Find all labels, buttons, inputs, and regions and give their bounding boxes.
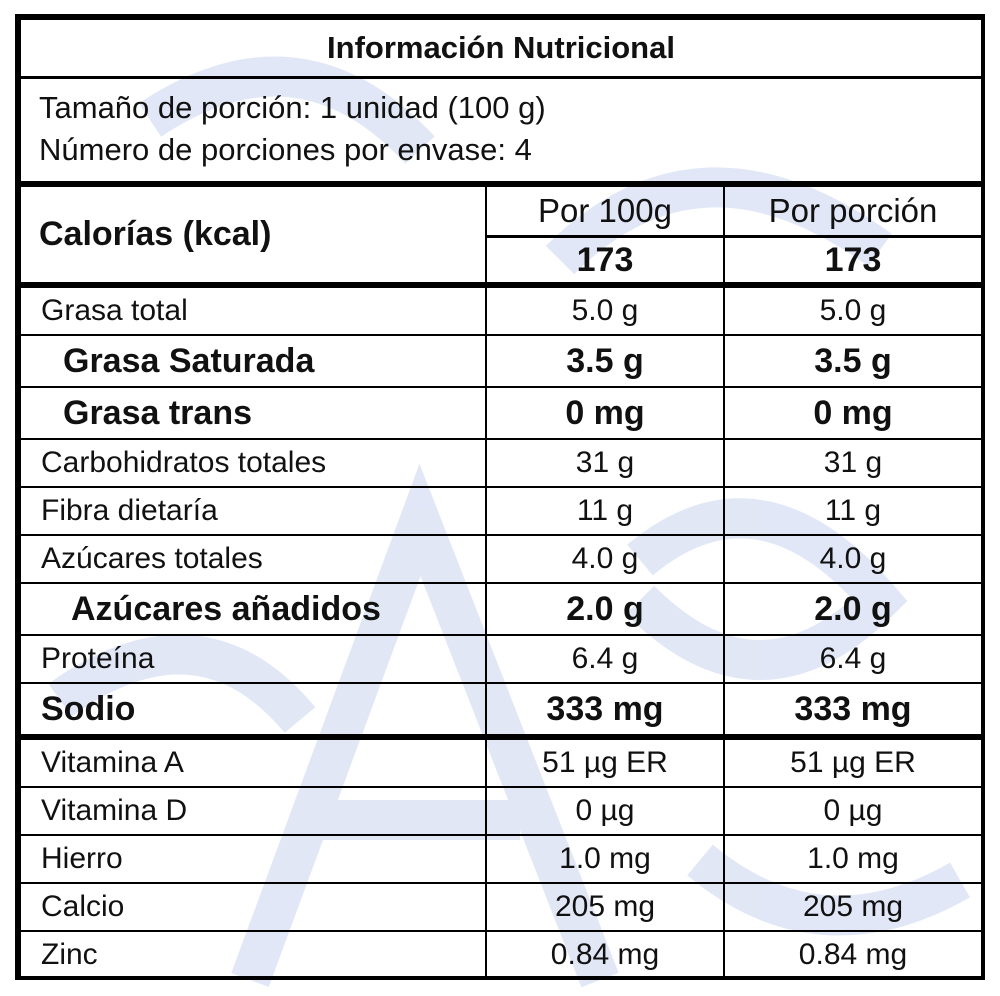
nutrient-value-per-serving: 333 mg [723,682,983,740]
table-row: Azúcares totales 4.0 g 4.0 g [19,534,983,584]
nutrient-name: Zinc [19,930,487,980]
table-row: Calcio 205 mg 205 mg [19,882,983,932]
nutrition-table: Información Nutricional Tamaño de porció… [19,18,983,980]
nutrient-value-per-serving: 51 µg ER [723,736,983,788]
nutrient-value-per-100g: 0 µg [485,786,725,836]
serving-info: Tamaño de porción: 1 unidad (100 g) Núme… [19,76,983,187]
nutrient-name: Vitamina D [19,786,487,836]
nutrient-value-per-serving: 6.4 g [723,634,983,684]
nutrient-name: Grasa total [19,284,487,336]
nutrient-name: Fibra dietaría [19,486,487,536]
nutrient-value-per-100g: 0 mg [485,386,725,440]
table-row: Hierro 1.0 mg 1.0 mg [19,834,983,884]
nutrient-value-per-serving: 3.5 g [723,334,983,388]
table-row: Sodio 333 mg 333 mg [19,682,983,740]
table-row: Carbohidratos totales 31 g 31 g [19,438,983,488]
nutrient-value-per-serving: 2.0 g [723,582,983,636]
column-header-per-serving: Por porción [723,183,983,238]
nutrient-value-per-serving: 11 g [723,486,983,536]
table-row: Fibra dietaría 11 g 11 g [19,486,983,536]
nutrient-name: Azúcares añadidos [19,582,487,636]
nutrient-value-per-100g: 31 g [485,438,725,488]
nutrient-name: Proteína [19,634,487,684]
column-header-per-100g: Por 100g [485,183,725,238]
calories-label: Calorías (kcal) [19,183,487,288]
panel-title: Información Nutricional [19,18,983,79]
nutrient-value-per-100g: 205 mg [485,882,725,932]
nutrient-name: Grasa Saturada [19,334,487,388]
table-row: Zinc 0.84 mg 0.84 mg [19,930,983,980]
calories-per-100g: 173 [485,235,725,288]
nutrient-value-per-serving: 1.0 mg [723,834,983,884]
table-row: Vitamina A 51 µg ER 51 µg ER [19,736,983,788]
nutrient-name: Carbohidratos totales [19,438,487,488]
calories-per-serving: 173 [723,235,983,288]
table-row: Grasa total 5.0 g 5.0 g [19,284,983,336]
nutrient-value-per-100g: 1.0 mg [485,834,725,884]
nutrient-name: Grasa trans [19,386,487,440]
nutrient-value-per-100g: 0.84 mg [485,930,725,980]
table-row: Azúcares añadidos 2.0 g 2.0 g [19,582,983,636]
nutrition-facts-panel: Información Nutricional Tamaño de porció… [15,14,985,980]
nutrient-value-per-100g: 11 g [485,486,725,536]
nutrient-value-per-100g: 4.0 g [485,534,725,584]
nutrient-value-per-100g: 333 mg [485,682,725,740]
nutrient-name: Azúcares totales [19,534,487,584]
table-row: Grasa Saturada 3.5 g 3.5 g [19,334,983,388]
nutrient-name: Calcio [19,882,487,932]
nutrient-value-per-serving: 205 mg [723,882,983,932]
nutrient-value-per-serving: 0.84 mg [723,930,983,980]
nutrient-name: Hierro [19,834,487,884]
nutrient-value-per-100g: 6.4 g [485,634,725,684]
nutrient-value-per-serving: 4.0 g [723,534,983,584]
nutrient-name: Sodio [19,682,487,740]
nutrient-value-per-100g: 5.0 g [485,284,725,336]
nutrient-value-per-serving: 5.0 g [723,284,983,336]
serving-size: Tamaño de porción: 1 unidad (100 g) [39,90,546,125]
nutrient-value-per-100g: 2.0 g [485,582,725,636]
table-row: Proteína 6.4 g 6.4 g [19,634,983,684]
nutrient-value-per-100g: 51 µg ER [485,736,725,788]
nutrient-value-per-serving: 0 mg [723,386,983,440]
table-row: Grasa trans 0 mg 0 mg [19,386,983,440]
nutrient-value-per-serving: 31 g [723,438,983,488]
servings-per-container: Número de porciones por envase: 4 [39,132,532,167]
nutrient-value-per-100g: 3.5 g [485,334,725,388]
table-row: Vitamina D 0 µg 0 µg [19,786,983,836]
nutrient-value-per-serving: 0 µg [723,786,983,836]
nutrient-name: Vitamina A [19,736,487,788]
